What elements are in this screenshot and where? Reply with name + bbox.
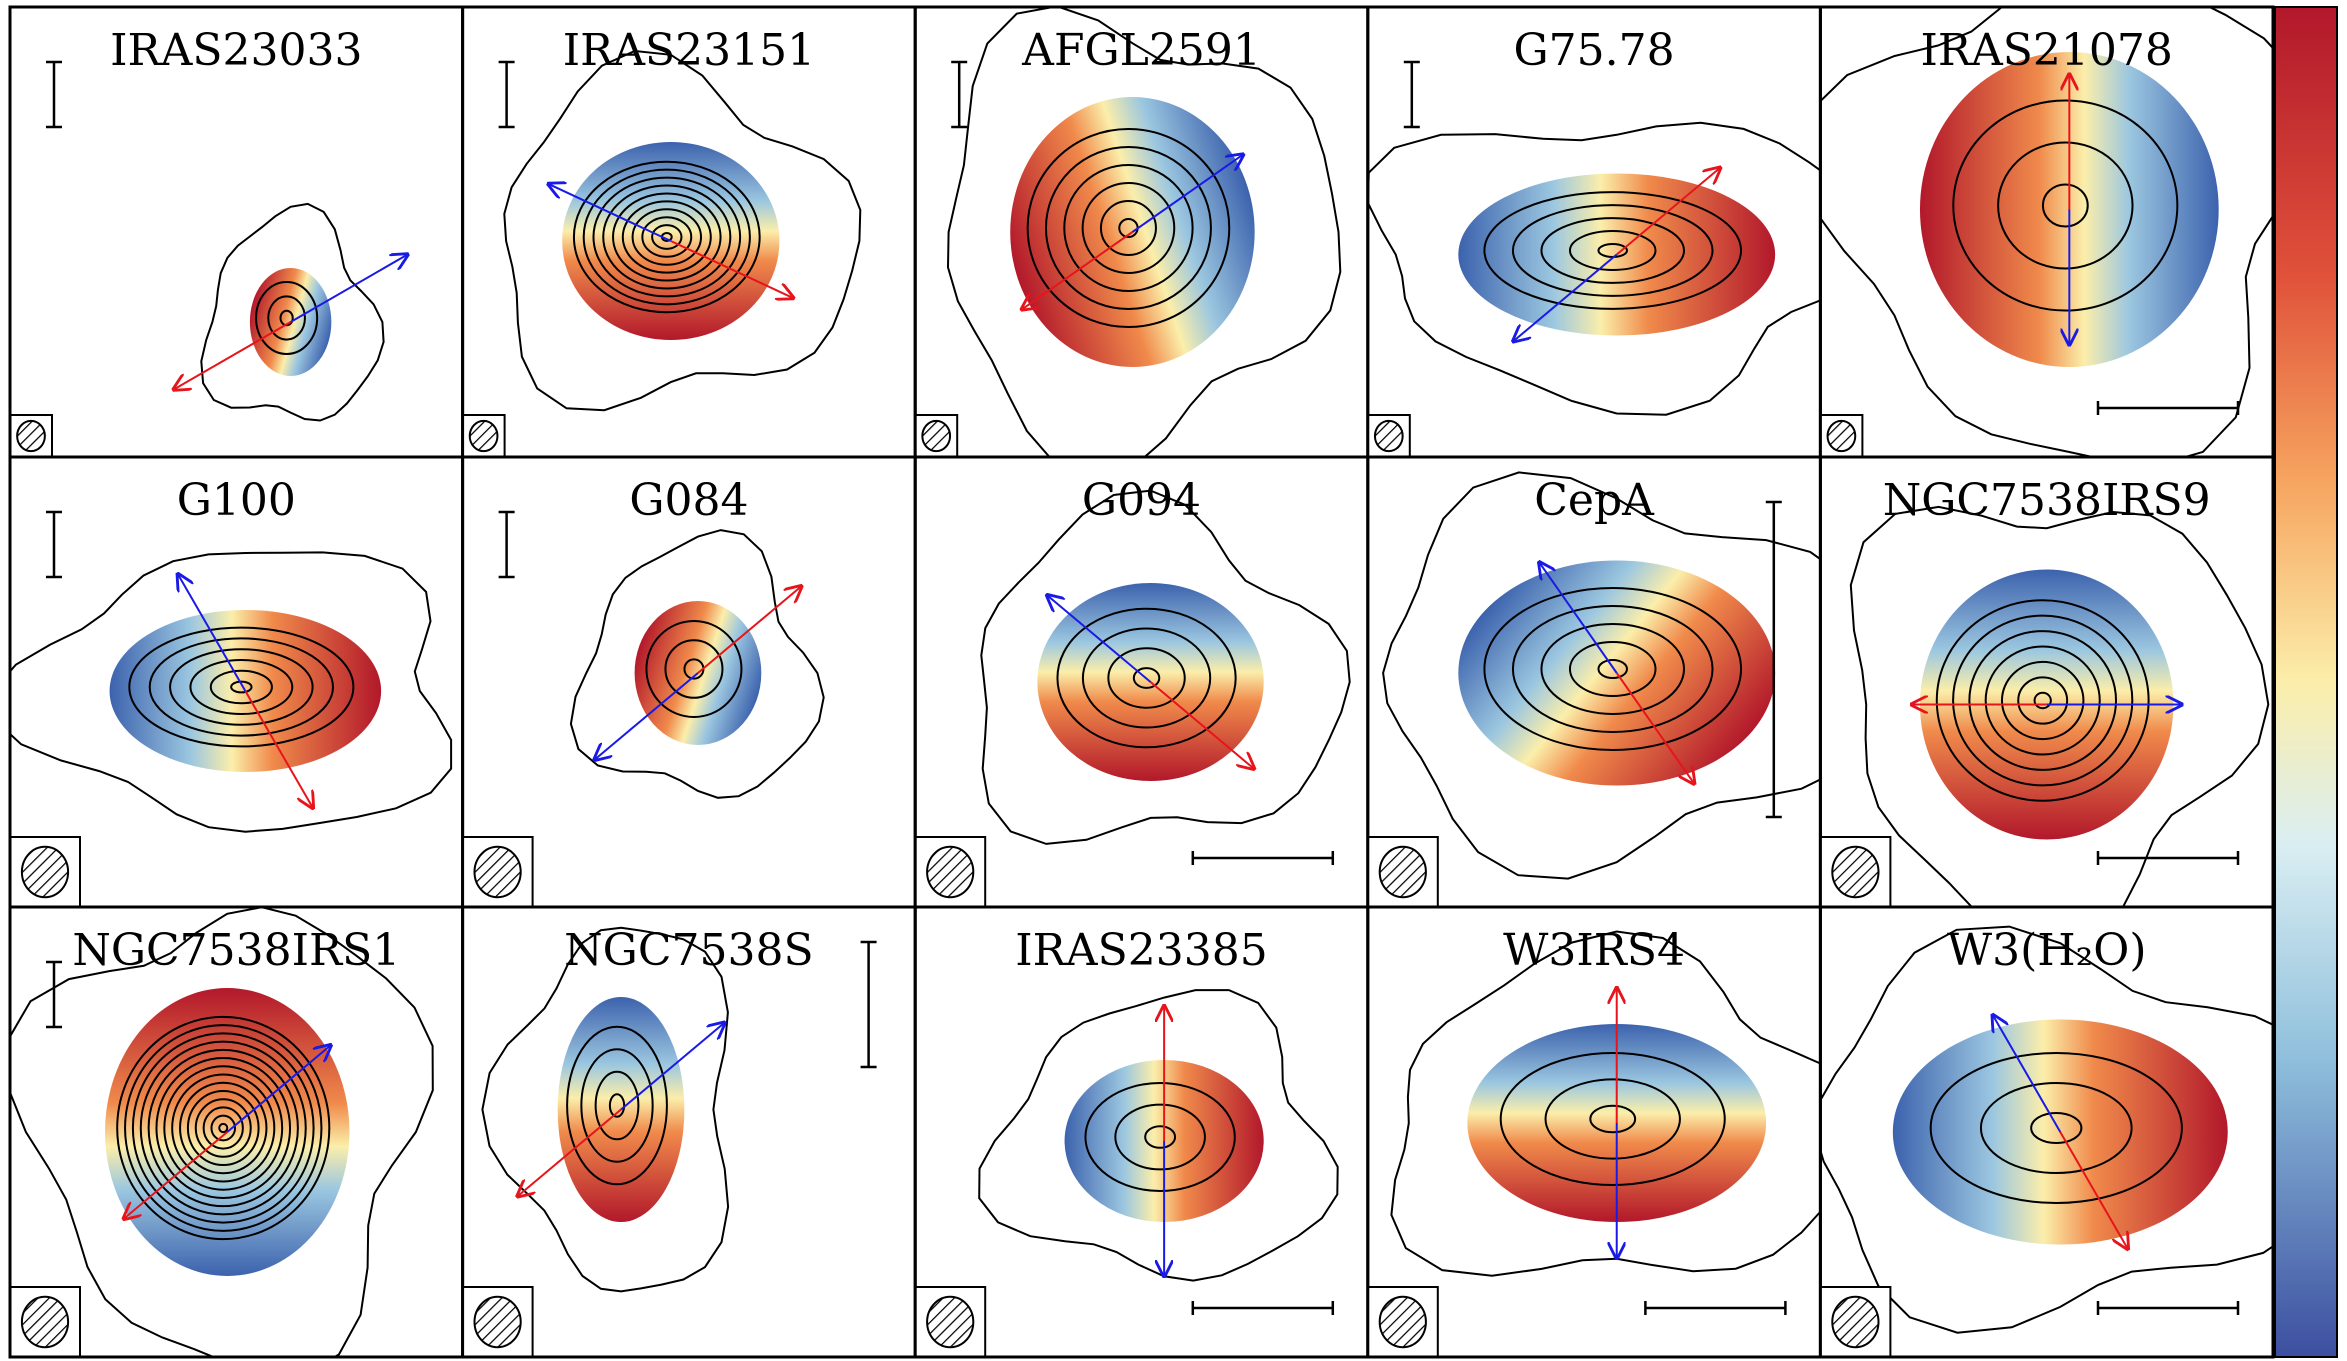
panel-content (463, 928, 877, 1357)
panel: IRAS23385 (915, 907, 1368, 1357)
panel: NGC7538S (463, 907, 916, 1357)
beam (22, 847, 68, 897)
panel: W3IRS4 (1368, 907, 1872, 1357)
beam (22, 1297, 68, 1347)
panel-content (915, 6, 1340, 478)
panel-title: IRAS21078 (1920, 25, 2172, 76)
scale-bar (2098, 851, 2238, 865)
scale-bar (2098, 401, 2238, 415)
panel: G75.78 (1368, 7, 1884, 457)
beam (1832, 1297, 1878, 1347)
beam (927, 1297, 973, 1347)
panel: IRAS23151 (463, 7, 916, 457)
panel-title: W3IRS4 (1503, 925, 1685, 976)
beam (1380, 1297, 1426, 1347)
panel-title: G75.78 (1514, 25, 1675, 76)
panel-title: NGC7538S (564, 925, 813, 976)
panel-content (915, 990, 1337, 1357)
panel-content (1368, 472, 1872, 907)
beam (475, 847, 521, 897)
panel-title: AFGL2591 (1021, 25, 1261, 76)
panel-content (0, 512, 451, 907)
panel-title: NGC7538IRS1 (72, 925, 400, 976)
scale-bar (1193, 851, 1333, 865)
panel: IRAS21078 (1799, 0, 2310, 465)
panel-content (1368, 932, 1872, 1358)
scale-bar (499, 512, 515, 577)
panel-title: IRAS23033 (110, 25, 362, 76)
panel-title: G084 (629, 475, 748, 526)
panel-content (915, 491, 1349, 907)
panel-title: NGC7538IRS9 (1883, 475, 2211, 526)
scale-bar (951, 62, 967, 127)
panel: CepA (1368, 457, 1872, 907)
panel-title: G094 (1082, 475, 1201, 526)
beam (1828, 421, 1856, 451)
figure: IRAS23033 IRAS23151 AFGL2591 G75.78 IRAS2107… (0, 0, 2347, 1361)
panel-title: G100 (177, 475, 296, 526)
panel-title: W3(H₂O) (1947, 925, 2147, 976)
beam (1832, 847, 1878, 897)
scale-bar (861, 942, 877, 1067)
panel-content (463, 512, 824, 907)
page: IRAS23033 IRAS23151 AFGL2591 G75.78 IRAS2107… (0, 0, 2347, 1361)
panel: G100 (0, 457, 463, 907)
panel: G094 (915, 457, 1368, 907)
panel: G084 (463, 457, 916, 907)
panel-title: IRAS23385 (1015, 925, 1267, 976)
panel-content (1815, 927, 2328, 1357)
beam (17, 421, 45, 451)
panel: NGC7538IRS9 (1820, 457, 2273, 953)
panel-title: IRAS23151 (563, 25, 815, 76)
panel: IRAS23033 (10, 7, 463, 457)
panel-content (1368, 62, 1884, 457)
panel-content (10, 62, 408, 457)
panel: AFGL2591 (915, 6, 1368, 478)
beam (470, 421, 498, 451)
scale-bar (1645, 1301, 1785, 1315)
scale-bar (1193, 1301, 1333, 1315)
panel: W3(H₂O) (1815, 907, 2328, 1357)
beam (927, 847, 973, 897)
colorbar (2275, 7, 2337, 1357)
scale-bar (499, 62, 515, 127)
panel-content (1820, 507, 2268, 953)
beam (922, 421, 950, 451)
scale-bar (2098, 1301, 2238, 1315)
panel-title: CepA (1534, 475, 1655, 526)
scale-bar (1404, 62, 1420, 127)
scale-bar (46, 962, 62, 1027)
scale-bar (46, 62, 62, 127)
beam (1380, 847, 1426, 897)
scale-bar (46, 512, 62, 577)
panel-content (463, 51, 861, 457)
beam (1375, 421, 1403, 451)
panel: NGC7538IRS1 (8, 907, 463, 1361)
beam (475, 1297, 521, 1347)
